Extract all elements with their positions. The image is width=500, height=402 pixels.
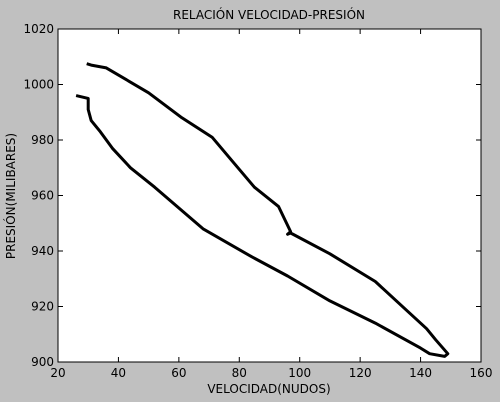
x-tick-label: 100 (288, 366, 311, 380)
x-tick-label: 60 (171, 366, 186, 380)
x-axis-label: VELOCIDAD(NUDOS) (207, 382, 330, 396)
y-tick-label: 920 (31, 300, 54, 314)
y-tick-label: 960 (31, 189, 54, 203)
x-tick-label: 80 (232, 366, 247, 380)
x-tick-label: 40 (111, 366, 126, 380)
series-line (75, 62, 450, 358)
y-tick-label: 1000 (23, 78, 54, 92)
x-tick-label: 20 (50, 366, 65, 380)
y-tick-label: 940 (31, 244, 54, 258)
y-tick-label: 900 (31, 355, 54, 369)
x-tick-label: 120 (349, 366, 372, 380)
x-axis: 20 40 60 80 100 120 140 160 (50, 29, 492, 380)
x-tick-label: 140 (409, 366, 432, 380)
y-tick-label: 980 (31, 133, 54, 147)
chart-title: RELACIÓN VELOCIDAD-PRESIÓN (173, 7, 365, 22)
y-axis-label: PRESIÓN(MILIBARES) (3, 133, 18, 259)
plot-area (57, 28, 482, 363)
x-tick-label: 160 (470, 366, 493, 380)
y-tick-label: 1020 (23, 22, 54, 36)
y-axis: 900 920 940 960 980 1000 1020 (23, 22, 481, 369)
